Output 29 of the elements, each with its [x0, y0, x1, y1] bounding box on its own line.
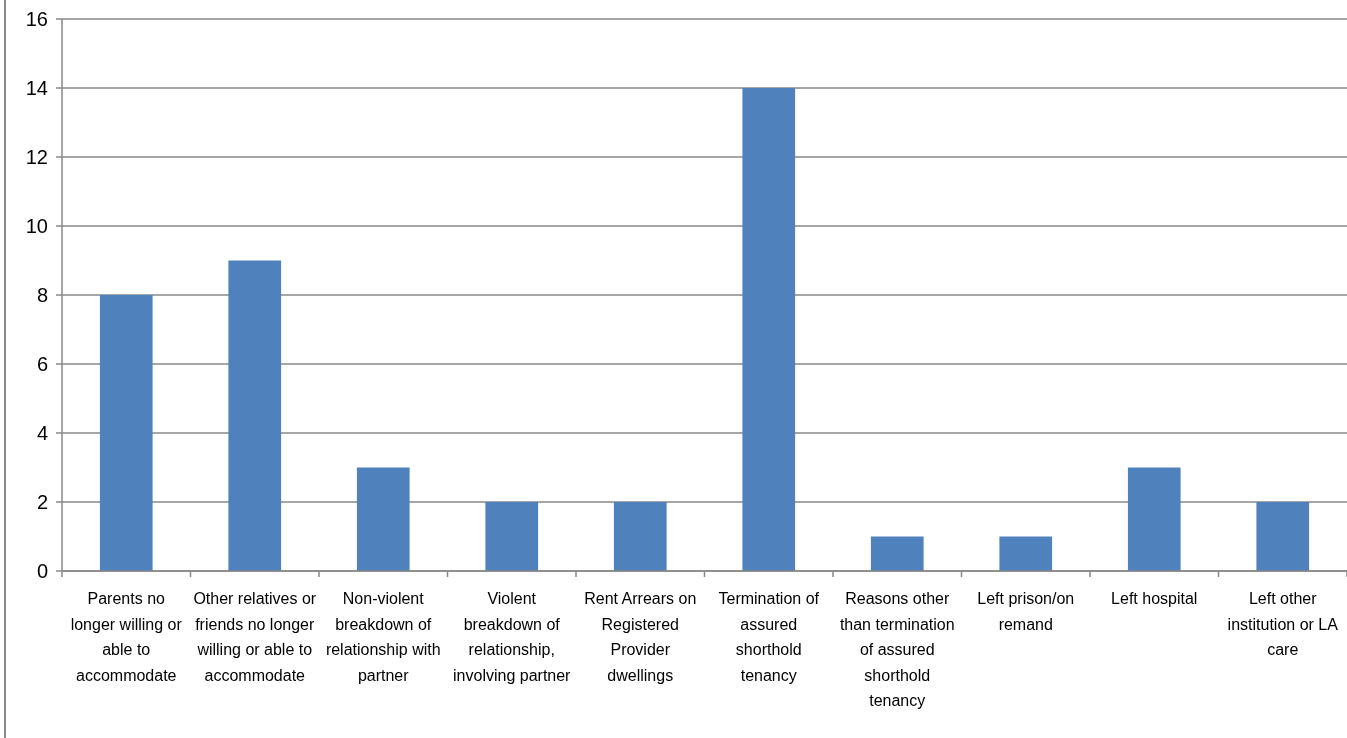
x-tick-label: Reasons other than termination of assured shorthold tenancy: [839, 590, 955, 709]
y-tick-label: 14: [25, 77, 48, 99]
x-tick-label: Violent breakdown of relationship, involving partner: [453, 590, 572, 684]
x-tick-label: Left other institution or LA care: [1227, 590, 1339, 658]
y-tick-label: 8: [36, 284, 48, 306]
x-tick-label: Left hospital: [1111, 590, 1198, 607]
x-tick-label: Non-violent breakdown of relationship with partner: [325, 590, 441, 684]
bar: [742, 88, 796, 571]
y-tick-label: 6: [36, 353, 48, 375]
bar: [999, 536, 1053, 571]
bar: [99, 295, 153, 571]
bar: [613, 502, 667, 571]
bar: [1256, 502, 1310, 571]
bar: [356, 467, 410, 571]
y-tick-label: 16: [25, 8, 48, 30]
y-tick-label: 0: [36, 560, 48, 582]
bar: [870, 536, 924, 571]
x-tick-label: Termination of assured shorthold tenancy: [718, 590, 820, 684]
bar: [485, 502, 539, 571]
y-tick-label: 12: [25, 146, 48, 168]
x-tick-label: Other relatives or friends no longer willing or able to accommodate: [193, 590, 317, 684]
x-tick-label: Rent Arrears on Registered Provider dwellings: [584, 590, 697, 684]
y-tick-label: 10: [25, 215, 48, 237]
bar: [228, 260, 282, 571]
y-tick-label: 2: [36, 491, 48, 513]
x-tick-label: Left prison/on remand: [977, 590, 1075, 633]
y-tick-label: 4: [36, 422, 48, 444]
x-tick-label: Parents no longer willing or able to accommodate: [70, 590, 183, 684]
bar: [1127, 467, 1181, 571]
